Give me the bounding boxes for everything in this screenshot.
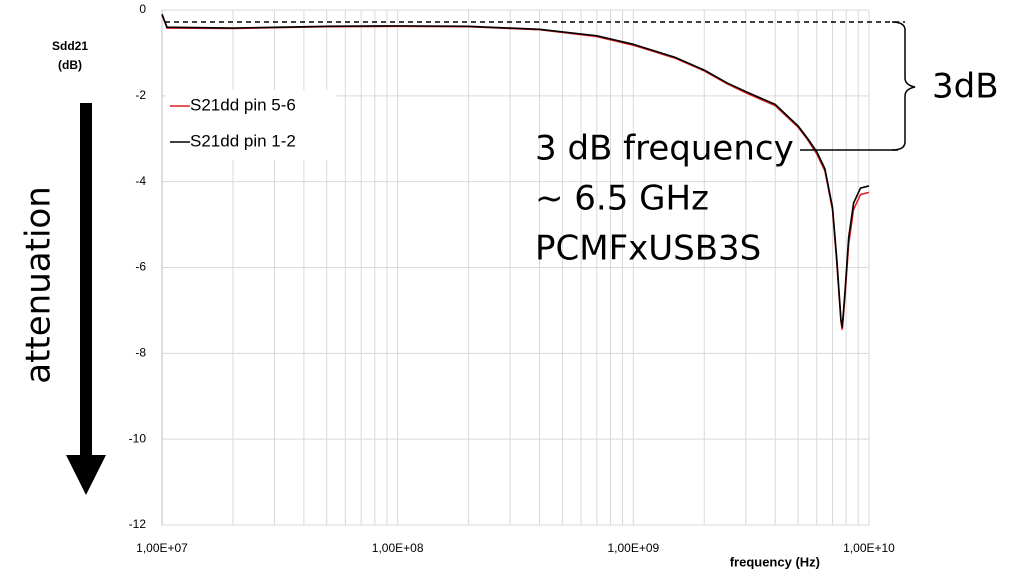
legend: S21dd pin 5-6 S21dd pin 1-2 <box>166 90 336 160</box>
y-tick-label: -6 <box>135 260 146 274</box>
y-axis-label: (dB) <box>58 58 82 72</box>
annotation: ~ 6.5 GHz <box>535 179 709 219</box>
x-tick-label: 1,00E+10 <box>843 541 895 555</box>
annotation: 3dB <box>932 67 999 107</box>
y-tick-label: -12 <box>129 517 147 531</box>
arrow-head <box>66 455 106 495</box>
grid <box>161 9 870 526</box>
series-line <box>161 14 870 328</box>
annotation: PCMFxUSB3S <box>535 229 761 269</box>
y-tick-label: -8 <box>135 346 146 360</box>
y-tick-label: -10 <box>129 431 147 445</box>
plot <box>161 14 870 330</box>
y-tick-label: -2 <box>135 88 146 102</box>
arrow-shaft <box>80 103 92 458</box>
x-tick-label: 1,00E+09 <box>607 541 659 555</box>
y-axis-label: Sdd21 <box>52 39 88 53</box>
legend-background <box>166 90 336 160</box>
legend-label: S21dd pin 5-6 <box>190 95 296 114</box>
series-line <box>161 14 870 330</box>
annotation: attenuation <box>19 186 59 383</box>
y-tick-label: -4 <box>135 174 146 188</box>
x-axis-label: frequency (Hz) <box>730 554 820 569</box>
annotation: 3 dB frequency <box>535 129 794 169</box>
bracket <box>891 21 916 151</box>
legend-label: S21dd pin 1-2 <box>190 131 296 150</box>
x-tick-label: 1,00E+07 <box>136 541 188 555</box>
x-tick-label: 1,00E+08 <box>372 541 424 555</box>
y-tick-label: 0 <box>139 2 146 16</box>
